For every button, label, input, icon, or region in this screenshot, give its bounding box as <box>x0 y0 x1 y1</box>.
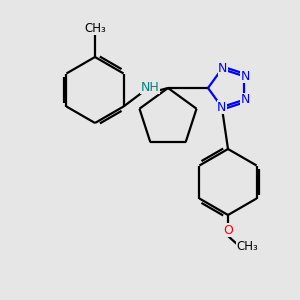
Text: CH₃: CH₃ <box>84 22 106 34</box>
Text: N: N <box>218 62 227 76</box>
Text: N: N <box>241 93 250 106</box>
Text: N: N <box>217 100 226 113</box>
Text: NH: NH <box>140 81 159 94</box>
Text: CH₃: CH₃ <box>236 241 258 254</box>
Text: O: O <box>223 224 233 236</box>
Text: N: N <box>241 70 250 83</box>
